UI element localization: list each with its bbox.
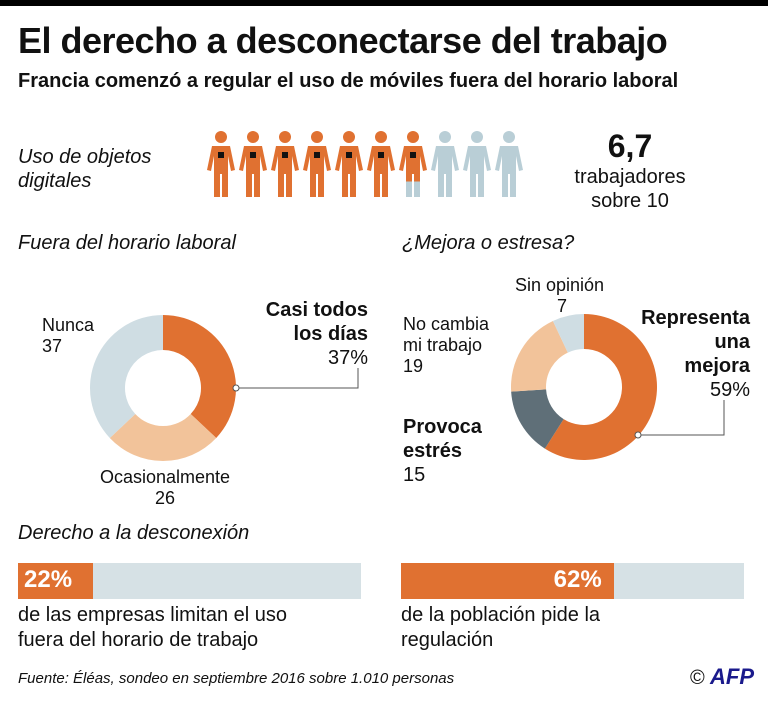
label-rep-line2: una xyxy=(714,331,750,353)
phone-icon xyxy=(250,152,256,158)
phone-icon xyxy=(218,152,224,158)
donut2-slice-3 xyxy=(511,320,568,392)
value-rep: 59% xyxy=(709,379,750,401)
worker-icon-9 xyxy=(463,131,491,197)
usage-caption: trabajadores sobre 10 xyxy=(560,165,700,213)
donut1-slice-1 xyxy=(163,315,236,438)
value-nunca: 37 xyxy=(42,336,63,356)
fuera-section-title: Fuera del horario laboral xyxy=(18,232,236,254)
worker-icon-10 xyxy=(495,131,523,197)
afp-brand: AFP xyxy=(710,664,754,689)
label-nunca: Nunca 37 xyxy=(42,315,94,357)
donut2-slice-1 xyxy=(544,314,657,460)
label-casi-line1: Casi todos xyxy=(265,299,368,321)
donut-mejora xyxy=(511,314,657,460)
usage-label-line2: digitales xyxy=(18,170,92,192)
label-nocambia-line2: mi trabajo xyxy=(403,335,483,355)
label-representa: Representa una mejora 59% xyxy=(620,306,750,402)
worker-icon-6 xyxy=(367,131,395,197)
bar-poblacion: 62% xyxy=(401,563,744,599)
top-rule xyxy=(0,0,768,6)
label-provoca-line1: Provoca xyxy=(403,416,482,438)
worker-icon-2 xyxy=(239,131,267,197)
worker-icon-3 xyxy=(271,131,299,197)
value-ocas: 26 xyxy=(154,488,176,508)
source-note: Fuente: Éléas, sondeo en septiembre 2016… xyxy=(18,670,455,687)
worker-icon-1 xyxy=(207,131,235,197)
label-provoca-line2: estrés xyxy=(403,440,462,462)
worker-icon-8 xyxy=(431,131,459,197)
bar-empresas-value: 22% xyxy=(24,566,73,593)
donut2-slice-2 xyxy=(511,389,564,449)
label-ocas-line1: Ocasionalmente xyxy=(99,467,231,487)
worker-icon-7 xyxy=(399,131,427,197)
label-ocasionalmente: Ocasionalmente 26 xyxy=(80,467,250,509)
page-subtitle: Francia comenzó a regular el uso de móvi… xyxy=(18,70,679,92)
value-nocambia: 19 xyxy=(403,356,424,376)
bar-empresas-text: de las empresas limitan el uso fuera del… xyxy=(18,603,287,653)
leader-line-casi xyxy=(232,368,359,392)
phone-icon xyxy=(314,152,320,158)
bar-poblacion-fill xyxy=(401,563,614,599)
copyright-icon: © xyxy=(689,667,705,689)
usage-value: 6,7 xyxy=(607,128,653,164)
bar-poblacion-text-line1: de la población pide la xyxy=(401,604,601,626)
bar-empresas: 22% xyxy=(18,563,361,599)
usage-caption-line2: sobre 10 xyxy=(591,190,669,212)
mejora-section-title: ¿Mejora o estresa? xyxy=(402,232,575,254)
donut2-slice-4 xyxy=(552,314,584,353)
donut-fuera xyxy=(90,315,236,461)
label-no-cambia: No cambia mi trabajo 19 xyxy=(403,314,489,377)
value-sin: 7 xyxy=(557,296,568,316)
usage-label: Uso de objetos digitales xyxy=(18,145,151,193)
worker-icon-5 xyxy=(335,131,363,197)
label-provoca: Provoca estrés 15 xyxy=(403,415,482,487)
donut1-slice-2 xyxy=(109,414,217,461)
derecho-section-title: Derecho a la desconexión xyxy=(18,522,250,544)
worker-icons xyxy=(207,131,523,197)
label-casi-line2: los días xyxy=(293,323,368,345)
bar-poblacion-text-line2: regulación xyxy=(401,629,494,651)
page-title: El derecho a desconectarse del trabajo xyxy=(18,20,668,61)
bar-poblacion-value: 62% xyxy=(553,566,602,593)
label-casi-todos: Casi todos los días 37% xyxy=(250,298,368,370)
phone-icon xyxy=(346,152,352,158)
phone-icon xyxy=(378,152,384,158)
bar-empresas-fill xyxy=(18,563,94,599)
usage-caption-line1: trabajadores xyxy=(574,166,686,188)
usage-label-line1: Uso de objetos xyxy=(18,146,152,168)
label-rep-line3: mejora xyxy=(684,355,750,377)
label-rep-line1: Representa xyxy=(641,307,750,329)
phone-icon xyxy=(282,152,288,158)
bar-empresas-text-line1: de las empresas limitan el uso xyxy=(18,604,288,626)
label-sin-line1: Sin opinión xyxy=(515,275,605,295)
worker-icon-4 xyxy=(303,131,331,197)
value-provoca: 15 xyxy=(403,464,426,486)
bar-empresas-text-line2: fuera del horario de trabajo xyxy=(18,629,259,651)
bar-poblacion-text: de la población pide la regulación xyxy=(401,603,600,653)
donut1-slice-3 xyxy=(90,315,163,438)
phone-icon xyxy=(410,152,416,158)
label-nocambia-line1: No cambia xyxy=(403,314,490,334)
label-nunca-line1: Nunca xyxy=(42,315,95,335)
value-casi: 37% xyxy=(327,347,368,369)
leader-line-mejora xyxy=(634,400,725,439)
label-sin-opinion: Sin opinión 7 xyxy=(515,275,604,317)
afp-logo: © AFP xyxy=(690,664,754,690)
